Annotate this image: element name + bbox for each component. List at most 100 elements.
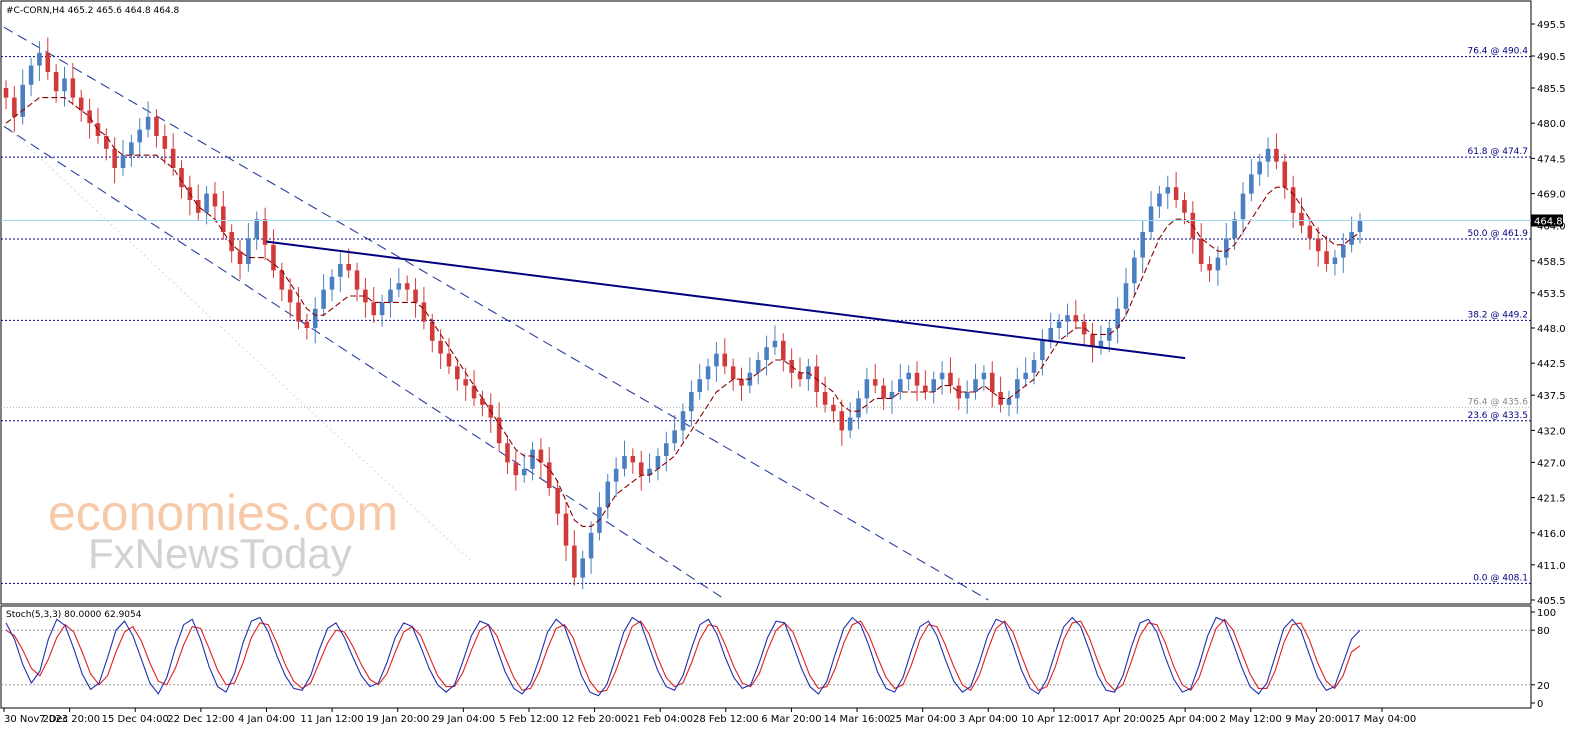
x-tick-label: 29 Jan 04:00 xyxy=(432,714,495,725)
faint-guide-line xyxy=(4,124,471,561)
x-tick-label: 10 Apr 12:00 xyxy=(1021,714,1086,725)
candle-body xyxy=(279,270,285,290)
candle-body xyxy=(287,289,293,303)
candle-body xyxy=(1257,161,1262,175)
fib-level-label: 38.2 @ 449.2 xyxy=(1467,310,1528,320)
x-tick-label: 5 Feb 12:00 xyxy=(499,714,558,725)
candle-body xyxy=(914,372,920,386)
candle-body xyxy=(1265,148,1271,162)
candle-body xyxy=(1048,328,1054,341)
x-tick-label: 4 Jan 04:00 xyxy=(238,714,295,725)
candle-body xyxy=(555,488,560,514)
candle-body xyxy=(730,366,736,380)
candle-body xyxy=(638,462,644,476)
candle-body xyxy=(104,136,109,149)
candle-body xyxy=(28,65,34,85)
x-tick-label: 25 Mar 04:00 xyxy=(889,714,956,725)
candle-body xyxy=(321,289,326,309)
candle-body xyxy=(1115,308,1120,328)
x-tick-label: 30 Nov 2023 xyxy=(4,714,68,725)
candle-body xyxy=(689,392,694,412)
candle-body xyxy=(1140,232,1145,258)
x-tick-label: 28 Feb 12:00 xyxy=(693,714,759,725)
candle-body xyxy=(1056,321,1062,328)
candle-body xyxy=(864,379,870,399)
fib-level-label: 76.4 @ 435.6 xyxy=(1467,397,1528,407)
candle-body xyxy=(145,116,151,130)
candle-body xyxy=(538,449,544,463)
y-tick-label: 416.0 xyxy=(1537,529,1566,540)
stoch-tick-label: 80 xyxy=(1537,626,1550,637)
candle-body xyxy=(697,379,703,392)
candle-body xyxy=(87,110,92,124)
candle-body xyxy=(246,238,251,264)
candle-body xyxy=(772,340,778,348)
stoch-layer: 100 80 20 0 xyxy=(1,608,1556,710)
x-tick-label: 15 Dec 04:00 xyxy=(102,714,169,725)
fib-level-label: 23.6 @ 433.5 xyxy=(1467,411,1528,421)
candle-body xyxy=(3,88,9,98)
stoch-signal-line xyxy=(5,618,1361,693)
candle-body xyxy=(70,78,76,98)
candle-body xyxy=(221,206,226,232)
candle-body xyxy=(1349,232,1354,245)
y-tick-label: 432.0 xyxy=(1537,426,1566,437)
candle-body xyxy=(513,462,519,476)
candle-body xyxy=(212,193,218,207)
y-tick-label: 458.5 xyxy=(1537,257,1566,268)
candle-body xyxy=(438,340,443,354)
candle-body xyxy=(831,404,836,412)
candle-body xyxy=(948,372,953,386)
watermark-fxnewstoday: FxNewsToday xyxy=(88,530,352,577)
candle-body xyxy=(1015,379,1020,399)
candle-body xyxy=(1081,321,1087,335)
candle-body xyxy=(622,456,627,469)
y-tick-label: 405.5 xyxy=(1537,596,1566,607)
candle-body xyxy=(1040,340,1045,360)
x-tick-label: 14 Mar 16:00 xyxy=(824,714,891,725)
candle-body xyxy=(179,168,184,188)
candle-body xyxy=(1357,220,1363,232)
resistance-trendline xyxy=(266,240,1186,360)
candle-body xyxy=(195,200,201,213)
candle-body xyxy=(822,392,828,405)
candle-body xyxy=(1232,219,1237,239)
candle-body xyxy=(1148,206,1154,232)
x-tick-label: 12 Feb 20:00 xyxy=(562,714,628,725)
candle-body xyxy=(429,321,435,341)
candle-body xyxy=(630,456,636,463)
candle-body xyxy=(296,302,301,322)
candle-body xyxy=(580,558,585,578)
candle-body xyxy=(271,244,276,271)
candle-body xyxy=(20,84,26,117)
candle-body xyxy=(605,481,611,508)
candle-body xyxy=(572,545,577,578)
candle-body xyxy=(981,372,987,380)
candle-body xyxy=(1165,187,1171,194)
candle-body xyxy=(964,392,970,399)
y-tick-label: 495.5 xyxy=(1537,20,1566,31)
candle-body xyxy=(496,417,502,444)
candle-body xyxy=(1240,193,1246,220)
fib-level-label: 76.4 @ 490.4 xyxy=(1467,47,1528,57)
y-tick-label: 474.5 xyxy=(1537,154,1566,165)
candle-body xyxy=(1223,238,1229,258)
candle-body xyxy=(363,289,368,303)
candle-body xyxy=(404,283,410,290)
x-tick-label: 22 Dec 12:00 xyxy=(167,714,234,725)
fib-level-label: 61.8 @ 474.7 xyxy=(1467,147,1528,157)
candle-body xyxy=(45,52,51,72)
candle-body xyxy=(755,360,761,373)
candle-body xyxy=(898,379,903,392)
candle-body xyxy=(613,468,619,482)
candle-body xyxy=(663,443,669,456)
candle-body xyxy=(1324,251,1329,264)
candle-body xyxy=(396,283,402,290)
candle-body xyxy=(1274,148,1279,162)
candle-body xyxy=(254,219,260,239)
y-tick-label: 437.5 xyxy=(1537,391,1566,402)
candle-body xyxy=(973,379,978,392)
candle-body xyxy=(989,372,995,392)
